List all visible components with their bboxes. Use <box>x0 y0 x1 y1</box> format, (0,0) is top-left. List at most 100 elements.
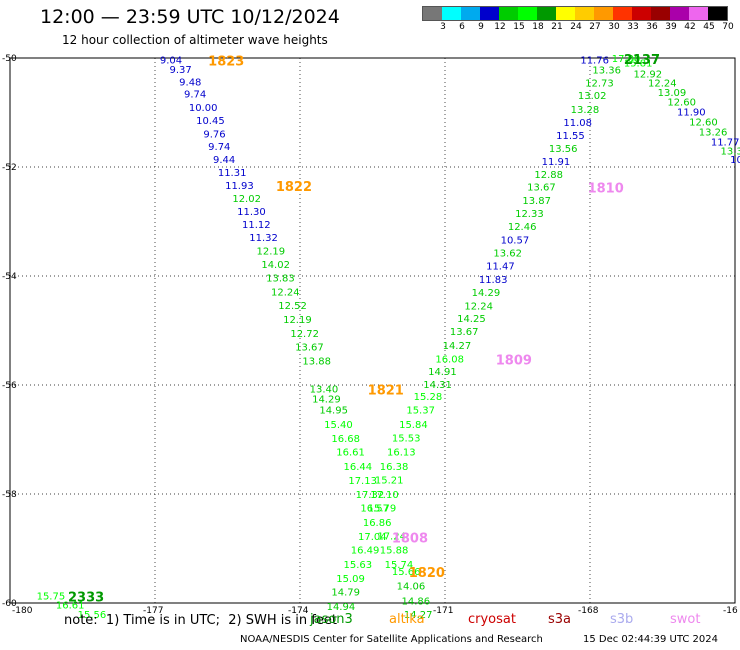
scale-label: 6 <box>459 22 465 32</box>
swh-value-label: 15.79 <box>368 504 397 515</box>
swh-value-label: 13.67 <box>527 183 556 194</box>
scale-swatch <box>556 7 575 20</box>
chart-title: 12:00 — 23:59 UTC 10/12/2024 <box>40 6 340 28</box>
swh-value-label: 11.55 <box>556 131 585 142</box>
swh-value-label: 17.10 <box>370 490 399 501</box>
swh-value-label: 16.38 <box>380 462 409 473</box>
scale-swatch <box>708 7 727 20</box>
x-tick-label: -168 <box>578 606 599 616</box>
swh-value-label: 16.13 <box>387 448 416 459</box>
swh-value-label: 11.32 <box>249 233 278 244</box>
generated-timestamp: 15 Dec 02:44:39 UTC 2024 <box>583 634 718 645</box>
scale-swatch <box>442 7 461 20</box>
y-tick-label: -56 <box>2 381 17 391</box>
pass-number-label: 1810 <box>588 182 624 197</box>
footer-note: note: 1) Time is in UTC; 2) SWH is in fe… <box>64 613 337 628</box>
swh-value-label: 10.2 <box>730 155 740 166</box>
swh-value-label: 15.40 <box>324 420 353 431</box>
swh-value-label: 15.74 <box>385 560 414 571</box>
swh-value-label: 17.24 <box>377 532 406 543</box>
scale-label: 21 <box>551 22 563 32</box>
satellite-legend-item: swot <box>670 612 701 627</box>
swh-value-label: 14.79 <box>331 588 360 599</box>
swh-value-label: 11.77 <box>711 137 740 148</box>
swh-value-label: 14.91 <box>428 367 457 378</box>
swh-value-label: 12.19 <box>283 315 312 326</box>
swh-value-label: 13.87 <box>522 196 551 207</box>
y-tick-label: -52 <box>2 163 17 173</box>
swh-value-label: 17.32 <box>356 490 385 501</box>
scale-label: 9 <box>478 22 484 32</box>
satellite-legend-item: s3b <box>610 612 634 627</box>
swh-value-label: 15.88 <box>380 546 409 557</box>
scale-swatch <box>613 7 632 20</box>
pass-number-label: 1820 <box>409 566 445 581</box>
swh-value-label: 10.00 <box>189 103 218 114</box>
swh-value-label: 16.44 <box>344 462 373 473</box>
swh-value-label: 12.19 <box>257 246 286 257</box>
swh-value-label: 16.61 <box>56 601 85 612</box>
pass-number-label: 1808 <box>392 532 428 547</box>
swh-value-label: 14.25 <box>457 314 486 325</box>
scale-swatch <box>461 7 480 20</box>
swh-value-label: 14.29 <box>472 288 501 299</box>
swh-value-label: 16.68 <box>331 434 360 445</box>
swh-value-label: 15.75 <box>37 591 66 602</box>
scale-label: 27 <box>589 22 601 32</box>
scale-label: 15 <box>513 22 525 32</box>
satellite-legend-item: altika <box>389 612 425 627</box>
swh-value-label: 17.04 <box>358 532 387 543</box>
swh-value-label: 13.02 <box>578 91 607 102</box>
chart-subtitle: 12 hour collection of altimeter wave hei… <box>62 33 328 47</box>
swh-value-label: 12.02 <box>232 194 261 205</box>
swh-value-label: 11.76 <box>580 56 609 67</box>
x-tick-label: -16 <box>723 606 738 616</box>
swh-value-label: 11.31 <box>218 168 247 179</box>
scale-swatch <box>480 7 499 20</box>
swh-value-label: 14.06 <box>397 582 426 593</box>
x-tick-label: -177 <box>143 606 163 616</box>
swh-value-label: 14.02 <box>261 260 290 271</box>
y-tick-label: -60 <box>2 599 17 609</box>
swh-value-label: 9.76 <box>203 129 225 140</box>
swh-value-label: 11.47 <box>486 262 515 273</box>
swh-value-label: 10.57 <box>501 236 530 247</box>
y-tick-label: -58 <box>2 490 17 500</box>
swh-value-label: 15.53 <box>392 433 421 444</box>
swh-value-label: 9.04 <box>160 56 182 67</box>
swh-value-label: 12.73 <box>585 79 614 90</box>
x-tick-label: -180 <box>12 606 33 616</box>
swh-value-label: 9.74 <box>184 90 206 101</box>
swh-value-label: 13.09 <box>658 88 687 99</box>
swh-value-label: 14.95 <box>319 406 348 417</box>
color-scale-bar <box>422 6 728 21</box>
swh-value-label: 16.08 <box>435 354 464 365</box>
pass-number-label: 1821 <box>368 383 404 398</box>
swh-value-label: 16.86 <box>363 518 392 529</box>
swh-value-label: 12.24 <box>464 302 493 313</box>
swh-value-label: 15.28 <box>414 392 443 403</box>
swh-value-label: 16.61 <box>336 448 365 459</box>
swh-value-label: 12.46 <box>508 222 537 233</box>
swh-value-label: 11.93 <box>225 181 254 192</box>
scale-swatch <box>670 7 689 20</box>
swh-value-label: 11.30 <box>237 207 266 218</box>
swh-value-label: 16.57 <box>360 504 389 515</box>
scale-swatch <box>537 7 556 20</box>
swh-value-label: 9.74 <box>208 142 230 153</box>
swh-value-label: 13.88 <box>302 357 331 368</box>
swh-value-label: 17.13 <box>348 476 377 487</box>
x-tick-label: -174 <box>288 606 309 616</box>
swh-value-label: 13.40 <box>310 384 339 395</box>
credit-line: NOAA/NESDIS Center for Satellite Applica… <box>240 634 543 645</box>
swh-value-label: 13.83 <box>266 274 295 285</box>
pass-number-label: 1822 <box>276 180 312 195</box>
scale-swatch <box>518 7 537 20</box>
swh-value-label: 9.37 <box>170 65 192 76</box>
y-tick-label: -50 <box>2 54 17 64</box>
swh-value-label: 13.32 <box>721 147 740 158</box>
swh-value-label: 15.84 <box>399 420 428 431</box>
